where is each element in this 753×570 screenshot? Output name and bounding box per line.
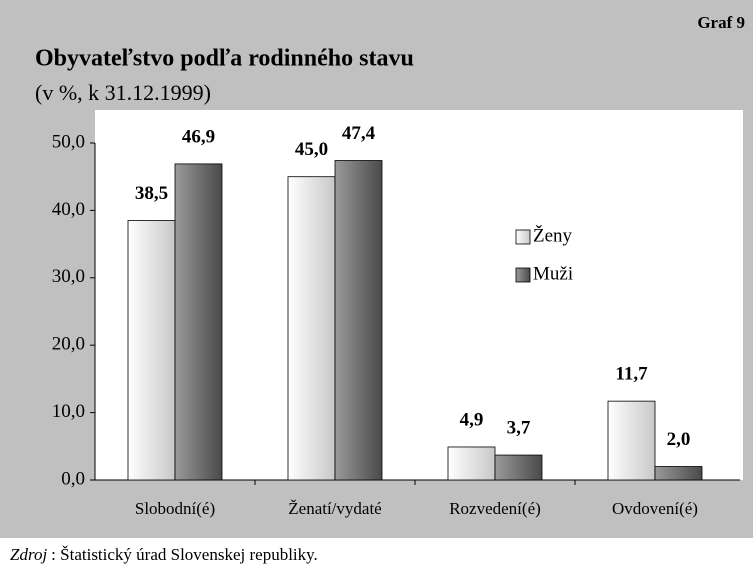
x-tick-label: Ženatí/vydaté xyxy=(288,499,381,518)
source-text: : Štatistický úrad Slovenskej republiky. xyxy=(51,545,318,564)
value-label: 2,0 xyxy=(667,429,691,450)
legend xyxy=(499,211,601,303)
y-tick-label: 50,0 xyxy=(52,131,85,152)
value-label: 11,7 xyxy=(615,364,648,385)
y-tick-label: 40,0 xyxy=(52,199,85,220)
bar xyxy=(607,400,656,481)
value-label: 47,4 xyxy=(342,123,376,144)
value-label: 45,0 xyxy=(295,139,328,160)
value-label: 38,5 xyxy=(135,183,168,204)
legend-label: Ženy xyxy=(533,224,573,246)
y-tick-label: 30,0 xyxy=(52,266,85,287)
source: Zdroj: Štatistický úrad Slovenskej repub… xyxy=(10,545,318,564)
source-prefix: Zdroj xyxy=(10,545,47,564)
y-tick-label: 0,0 xyxy=(61,468,85,489)
graph-label: Graf 9 xyxy=(697,13,745,32)
x-tick-label: Slobodní(é) xyxy=(135,499,215,518)
legend-box xyxy=(499,211,601,303)
y-tick-label: 10,0 xyxy=(52,401,85,422)
x-tick-label: Ovdovení(é) xyxy=(612,499,698,518)
bar xyxy=(654,466,703,481)
bar xyxy=(494,454,543,481)
value-label: 46,9 xyxy=(182,126,215,147)
bar xyxy=(174,163,223,481)
bar xyxy=(287,176,336,481)
chart-title: Obyvateľstvo podľa rodinného stavu xyxy=(35,46,414,72)
value-label: 3,7 xyxy=(507,417,531,438)
legend-swatch xyxy=(515,267,531,283)
bar xyxy=(334,160,383,481)
x-tick-label: Rozvedení(é) xyxy=(449,499,541,518)
bar xyxy=(447,446,496,481)
legend-label: Muži xyxy=(533,263,573,284)
y-tick-label: 20,0 xyxy=(52,334,85,355)
value-label: 4,9 xyxy=(460,409,484,430)
chart-subtitle: (v %, k 31.12.1999) xyxy=(35,80,211,105)
bar xyxy=(127,220,176,481)
legend-swatch xyxy=(515,229,531,245)
